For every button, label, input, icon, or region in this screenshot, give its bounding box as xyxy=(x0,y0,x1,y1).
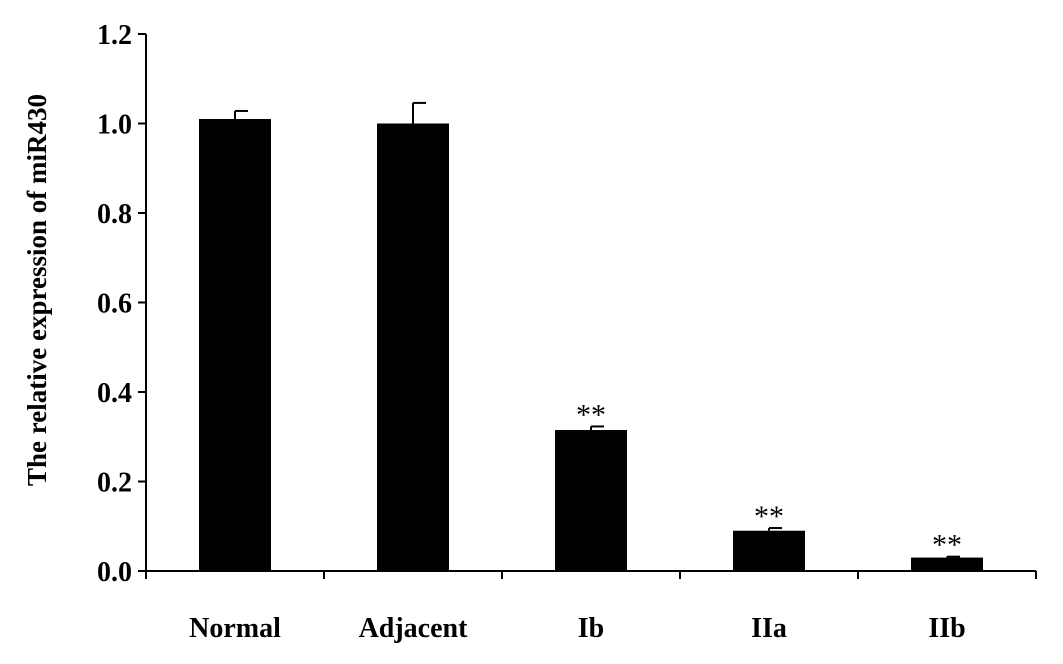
x-tick-label: Ib xyxy=(578,613,604,644)
significance-mark: ** xyxy=(932,529,962,562)
bar-iib xyxy=(911,557,983,571)
significance-mark: ** xyxy=(576,398,606,431)
x-tick-label: IIb xyxy=(928,613,965,644)
bar-ib xyxy=(555,430,627,571)
y-tick-label: 0.4 xyxy=(97,378,132,409)
x-axis: Normal Adjacent Ib IIa IIb xyxy=(145,570,1037,644)
y-axis-label: The relative expression of miR430 xyxy=(22,94,52,486)
x-tick-label: Adjacent xyxy=(359,613,469,644)
y-axis: 0.0 0.2 0.4 0.6 0.8 1.0 1.2 xyxy=(97,20,147,588)
bar-adjacent xyxy=(377,123,449,571)
y-tick-label: 0.0 xyxy=(97,557,132,588)
x-tick-label: Normal xyxy=(189,613,281,644)
significance-mark: ** xyxy=(754,500,784,533)
y-tick-label: 1.0 xyxy=(97,110,132,141)
bar-iia xyxy=(733,530,805,571)
y-tick-label: 1.2 xyxy=(97,20,132,51)
y-tick-label: 0.8 xyxy=(97,199,132,230)
x-tick-label: IIa xyxy=(751,613,787,644)
y-tick-label: 0.2 xyxy=(97,468,132,499)
bar-normal xyxy=(199,119,271,572)
bars: ** ** ** xyxy=(199,101,983,572)
y-tick-label: 0.6 xyxy=(97,289,132,320)
